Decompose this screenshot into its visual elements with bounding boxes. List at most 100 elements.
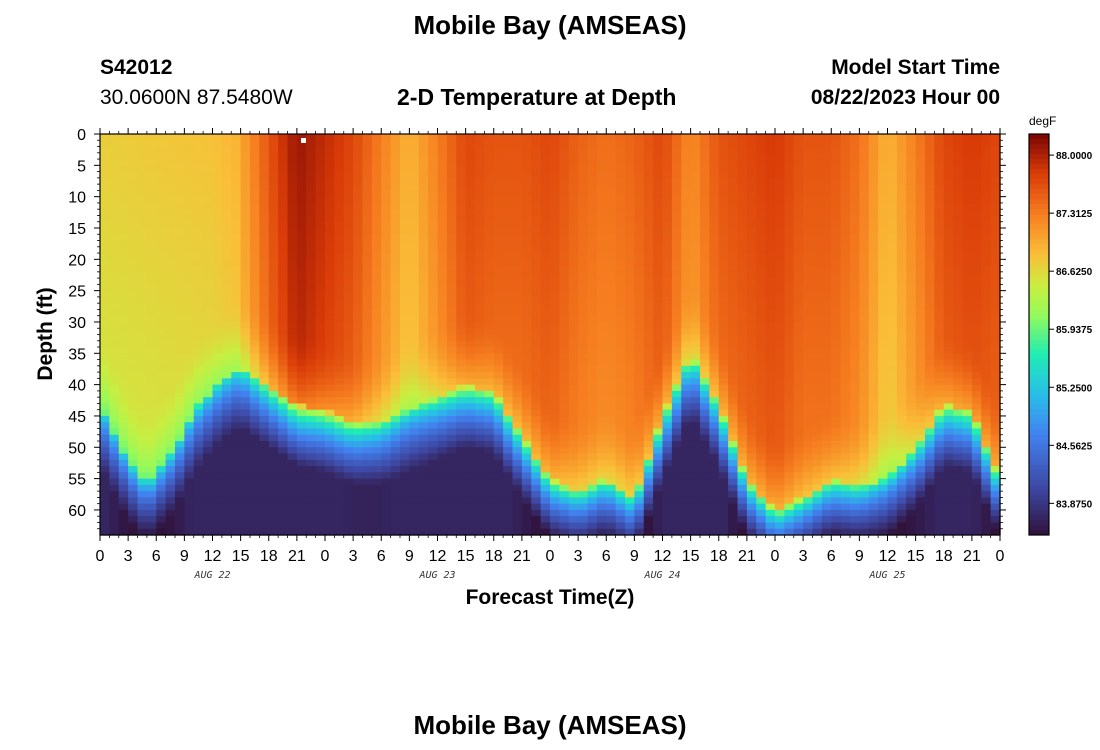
heatmap-cell: [371, 428, 382, 436]
heatmap-cell: [381, 190, 392, 198]
heatmap-cell: [540, 227, 551, 235]
heatmap-cell: [446, 209, 457, 217]
heatmap-cell: [278, 403, 289, 411]
heatmap-cell: [212, 428, 223, 436]
heatmap-cell: [531, 265, 542, 273]
heatmap-cell: [728, 209, 739, 217]
heatmap-cell: [484, 146, 495, 154]
heatmap-cell: [568, 234, 579, 242]
heatmap-cell: [812, 159, 823, 166]
heatmap-cell: [437, 384, 448, 392]
heatmap-cell: [812, 466, 823, 473]
heatmap-cell: [812, 215, 823, 223]
heatmap-cell: [128, 171, 139, 179]
heatmap-cell: [437, 334, 448, 342]
heatmap-cell: [596, 165, 607, 173]
heatmap-cell: [540, 353, 551, 361]
heatmap-cell: [503, 372, 514, 379]
heatmap-cell: [625, 328, 635, 336]
heatmap-cell: [671, 321, 682, 329]
heatmap-cell: [475, 472, 485, 480]
heatmap-cell: [109, 265, 120, 273]
heatmap-cell: [484, 315, 495, 323]
heatmap-cell: [465, 202, 476, 210]
heatmap-cell: [268, 522, 279, 530]
heatmap-cell: [465, 428, 476, 436]
heatmap-cell: [268, 459, 279, 467]
heatmap-cell: [203, 347, 214, 354]
heatmap-cell: [465, 434, 476, 442]
heatmap-cell: [381, 209, 392, 217]
heatmap-cell: [446, 347, 457, 354]
heatmap-cell: [653, 315, 664, 323]
heatmap-cell: [118, 309, 129, 317]
heatmap-cell: [615, 221, 626, 229]
heatmap-cell: [812, 227, 823, 235]
heatmap-cell: [737, 240, 748, 248]
heatmap-cell: [287, 240, 298, 248]
heatmap-cell: [100, 140, 110, 148]
heatmap-cell: [671, 221, 682, 229]
heatmap-cell: [409, 227, 420, 235]
heatmap-cell: [634, 453, 645, 461]
heatmap-cell: [221, 441, 232, 448]
heatmap-cell: [756, 303, 767, 311]
heatmap-cell: [231, 221, 242, 229]
heatmap-cell: [559, 372, 570, 379]
heatmap-cell: [250, 202, 260, 210]
heatmap-cell: [625, 271, 635, 279]
heatmap-cell: [625, 340, 635, 348]
heatmap-cell: [596, 278, 607, 285]
heatmap-cell: [559, 384, 570, 392]
heatmap-cell: [690, 334, 701, 342]
heatmap-cell: [334, 397, 345, 405]
heatmap-cell: [662, 359, 673, 367]
heatmap-cell: [409, 196, 420, 204]
heatmap-cell: [521, 334, 532, 342]
heatmap-cell: [296, 177, 307, 185]
heatmap-cell: [250, 171, 260, 179]
heatmap-cell: [756, 365, 767, 373]
heatmap-cell: [118, 384, 129, 392]
heatmap-cell: [568, 459, 579, 467]
heatmap-cell: [278, 184, 289, 191]
heatmap-cell: [156, 315, 167, 323]
heatmap-cell: [531, 472, 542, 480]
heatmap-cell: [259, 190, 270, 198]
heatmap-cell: [231, 528, 242, 536]
heatmap-cell: [165, 296, 176, 304]
heatmap-cell: [146, 422, 157, 430]
heatmap-cell: [381, 177, 392, 185]
heatmap-cell: [728, 202, 739, 210]
heatmap-cell: [306, 516, 317, 524]
heatmap-cell: [625, 309, 635, 317]
heatmap-cell: [381, 491, 392, 499]
heatmap-cell: [728, 347, 739, 354]
heatmap-cell: [578, 503, 589, 511]
heatmap-cell: [475, 372, 485, 379]
heatmap-cell: [784, 503, 795, 511]
heatmap-cell: [296, 246, 307, 254]
heatmap-cell: [175, 422, 185, 430]
heatmap-cell: [296, 165, 307, 173]
heatmap-cell: [484, 177, 495, 185]
heatmap-cell: [203, 253, 214, 260]
heatmap-cell: [709, 378, 720, 386]
heatmap-cell: [728, 390, 739, 398]
heatmap-cell: [728, 290, 739, 298]
heatmap-cell: [409, 365, 420, 373]
heatmap-cell: [512, 177, 523, 185]
heatmap-cell: [690, 321, 701, 329]
heatmap-cell: [137, 415, 148, 423]
heatmap-cell: [465, 184, 476, 191]
heatmap-cell: [521, 240, 532, 248]
heatmap-cell: [409, 290, 420, 298]
heatmap-cell: [287, 415, 298, 423]
heatmap-cell: [381, 165, 392, 173]
heatmap-cell: [325, 240, 335, 248]
heatmap-cell: [746, 372, 757, 379]
heatmap-cell: [765, 196, 776, 204]
heatmap-cell: [653, 209, 664, 217]
heatmap-cell: [193, 171, 204, 179]
heatmap-cell: [550, 434, 560, 442]
